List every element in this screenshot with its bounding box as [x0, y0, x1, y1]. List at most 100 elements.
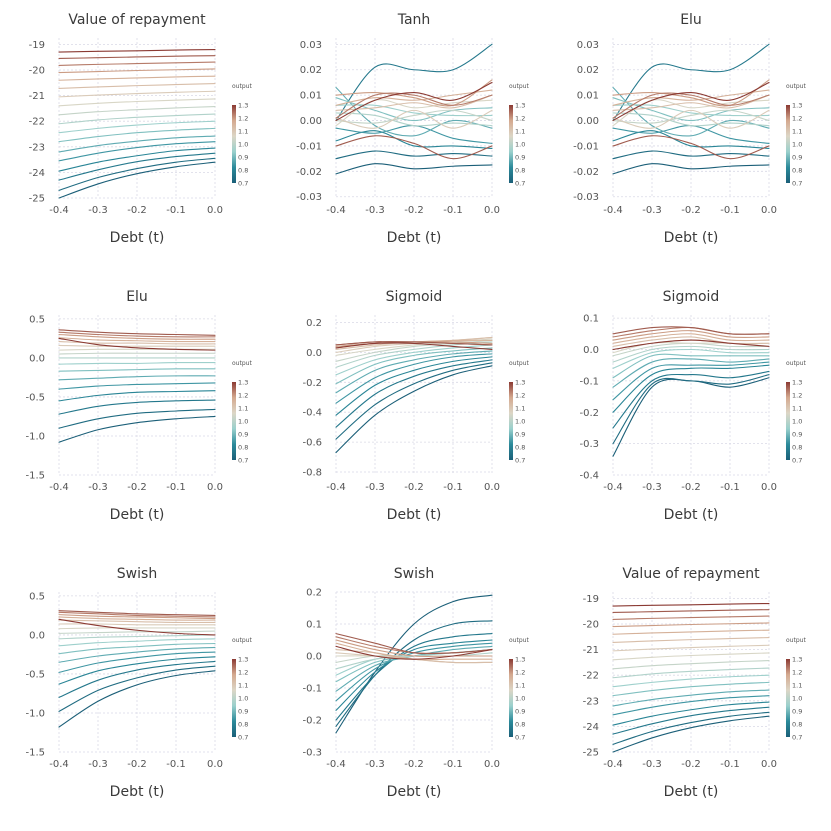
series-line	[335, 338, 493, 356]
series-line	[335, 347, 493, 385]
y-tick-label: 0.0	[29, 353, 45, 364]
y-tick-label: 0.1	[306, 620, 322, 631]
y-tick-label: 0.01	[577, 91, 599, 102]
series-line	[58, 61, 216, 66]
y-tick-label: -24	[583, 722, 599, 733]
series-line	[58, 670, 216, 728]
series-line	[612, 94, 770, 111]
colorbar-tick-label: 1.3	[238, 656, 248, 664]
x-tick-label: -0.1	[443, 482, 463, 493]
chart-title: Elu	[680, 12, 702, 28]
series-line	[58, 333, 216, 340]
colorbar-tick-label: 1.3	[515, 379, 525, 387]
series-line	[58, 337, 216, 351]
series-line	[612, 109, 770, 124]
colorbar-tick-label: 1.1	[792, 682, 802, 690]
series-line	[335, 359, 493, 428]
chart-title: Sigmoid	[663, 289, 720, 305]
y-tick-label: -0.4	[302, 408, 322, 419]
chart-svg: Value of repayment -0.4 -0.3 -0.2 -0.1 0.0 -19…	[29, 12, 253, 246]
colorbar-tick-label: 1.1	[238, 128, 248, 136]
series-line	[335, 109, 493, 129]
colorbar-tick-label: 1.3	[792, 102, 802, 110]
colorbar-tick-label: 1.0	[238, 141, 248, 149]
y-tick-label: -20	[29, 66, 45, 77]
series-line	[58, 614, 216, 620]
y-tick-label: -22	[583, 671, 599, 682]
chart-title: Value of repayment	[622, 566, 760, 582]
colorbar-tick-label: 0.8	[792, 721, 802, 729]
series-line	[58, 665, 216, 712]
series-line	[612, 79, 770, 107]
y-tick-label: -0.2	[302, 378, 322, 389]
series-line	[612, 104, 770, 117]
x-tick-label: 0.0	[484, 482, 500, 493]
x-tick-label: -0.2	[404, 205, 424, 216]
colorbar-tick-label: 0.8	[238, 167, 248, 175]
y-tick-label: 0.2	[306, 588, 322, 599]
colorbar-tick-label: 1.3	[515, 102, 525, 110]
x-tick-label: -0.1	[443, 759, 463, 770]
series-line	[58, 120, 216, 134]
x-tick-label: 0.0	[761, 482, 777, 493]
colorbar-tick-label: 0.7	[238, 734, 248, 742]
series-line	[58, 157, 216, 191]
series-line	[58, 415, 216, 443]
chart-title: Value of repayment	[68, 12, 206, 28]
series-line	[612, 348, 770, 369]
colorbar-tick-label: 1.2	[792, 669, 802, 677]
x-tick-label: -0.1	[720, 759, 740, 770]
colorbar-tick-label: 0.8	[238, 721, 248, 729]
x-tick-label: -0.2	[127, 759, 147, 770]
series-line	[335, 43, 493, 122]
series-line	[335, 645, 493, 660]
series-line	[612, 345, 770, 363]
colorbar-tick-label: 0.9	[238, 431, 248, 439]
series-line	[612, 629, 770, 635]
colorbar-tick-label: 1.0	[792, 418, 802, 426]
y-tick-label: -0.2	[579, 408, 599, 419]
series-line	[612, 109, 770, 129]
chart-title: Sigmoid	[386, 289, 443, 305]
series-line	[612, 43, 770, 122]
series-line	[58, 98, 216, 107]
x-axis-label: Debt (t)	[664, 784, 719, 800]
x-tick-label: -0.1	[166, 759, 186, 770]
chart-title: Swish	[117, 566, 157, 582]
colorbar-tick-label: 1.3	[792, 656, 802, 664]
x-tick-label: -0.4	[326, 759, 346, 770]
series-line	[58, 634, 216, 640]
colorbar-tick-label: 0.8	[515, 167, 525, 175]
series-line	[612, 89, 770, 106]
y-tick-label: -24	[29, 168, 45, 179]
colorbar-tick-label: 0.9	[515, 154, 525, 162]
series-line	[335, 79, 493, 107]
x-tick-label: -0.3	[642, 205, 662, 216]
series-line	[612, 667, 770, 679]
y-tick-label: 0.2	[306, 318, 322, 329]
series-line	[612, 150, 770, 160]
series-line	[58, 399, 216, 415]
chart-svg: Elu -0.4 -0.3 -0.2 -0.1 0.0 0.5 0.0 -0.5 -1.0 -1.5…	[25, 289, 252, 523]
y-tick-label: -21	[583, 645, 599, 656]
series-line	[612, 711, 770, 745]
x-tick-label: -0.2	[404, 482, 424, 493]
colorbar-tick-label: 0.9	[792, 431, 802, 439]
series-line	[335, 362, 493, 440]
x-tick-label: -0.3	[88, 759, 108, 770]
colorbar-tick-label: 0.8	[792, 444, 802, 452]
colorbar-tick-label: 0.7	[792, 457, 802, 465]
series-line	[58, 618, 216, 636]
x-tick-label: -0.4	[326, 205, 346, 216]
colorbar-tick-label: 0.7	[792, 734, 802, 742]
series-line	[612, 86, 770, 137]
x-axis-label: Debt (t)	[387, 230, 442, 246]
chart-panel: Value of repayment -0.4 -0.3 -0.2 -0.1 0.0 -19…	[0, 0, 277, 277]
colorbar-tick-label: 1.2	[238, 669, 248, 677]
series-line	[335, 633, 493, 721]
series-line	[335, 356, 493, 416]
y-tick-label: 0.02	[300, 65, 322, 76]
series-line	[58, 627, 216, 630]
colorbar-title: output	[509, 360, 529, 367]
x-tick-label: 0.0	[207, 205, 223, 216]
